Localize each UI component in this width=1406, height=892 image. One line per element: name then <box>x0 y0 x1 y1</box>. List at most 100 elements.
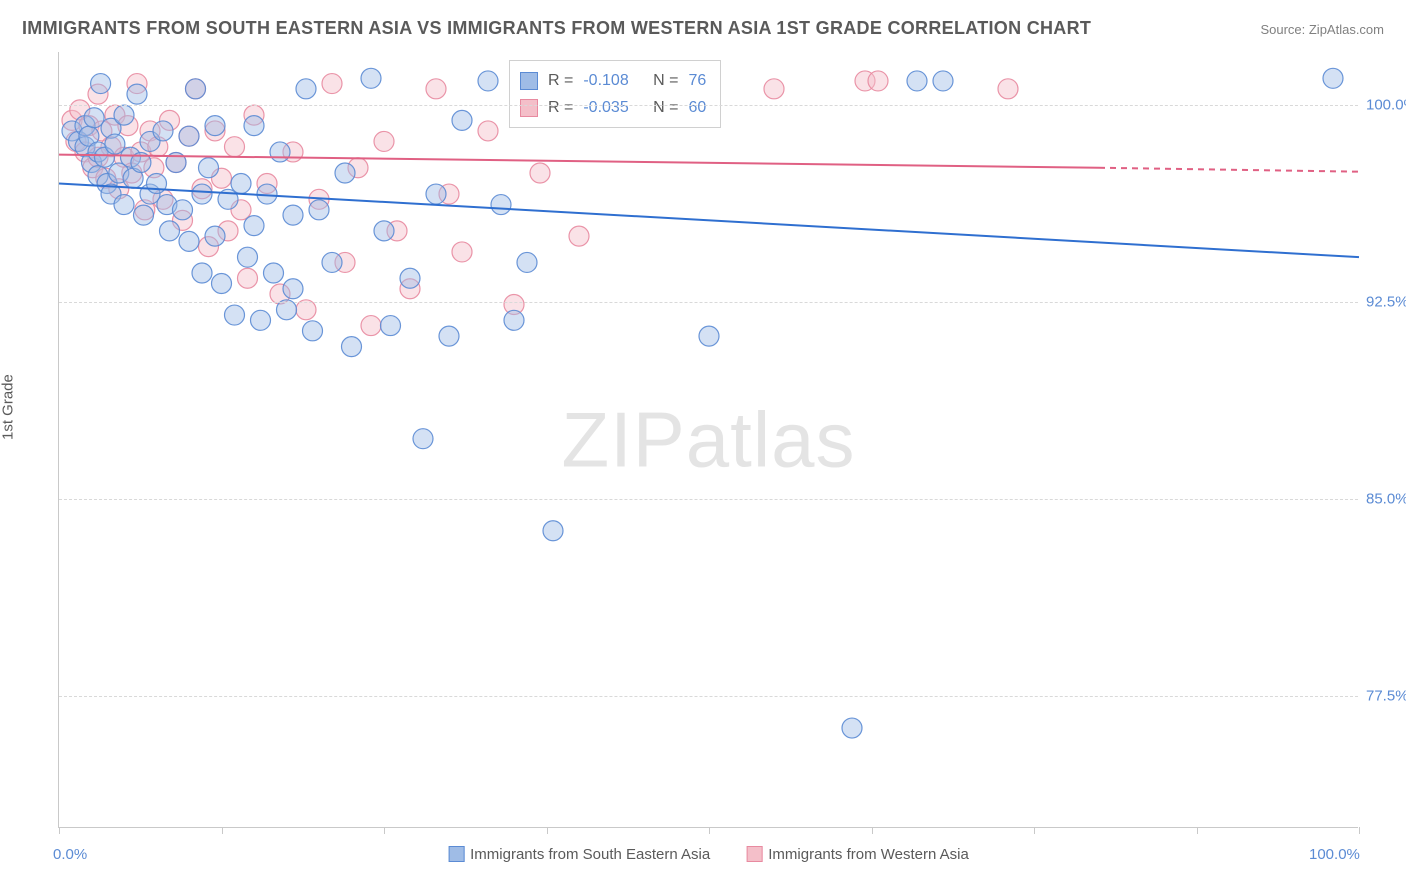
scatter-point <box>452 242 472 262</box>
scatter-point <box>147 174 167 194</box>
y-tick-label: 77.5% <box>1366 688 1406 705</box>
gridline-h <box>59 105 1358 106</box>
scatter-point <box>361 316 381 336</box>
scatter-point <box>212 273 232 293</box>
stats-legend-box: R = -0.108 N = 76 R = -0.035 N = 60 <box>509 60 721 128</box>
legend-bottom: Immigrants from South Eastern Asia Immig… <box>448 846 969 863</box>
scatter-point <box>907 71 927 91</box>
scatter-point <box>134 205 154 225</box>
scatter-point <box>439 326 459 346</box>
r-value-1: -0.108 <box>583 67 628 94</box>
scatter-point <box>478 121 498 141</box>
scatter-point <box>426 184 446 204</box>
scatter-point <box>342 337 362 357</box>
x-tick <box>1359 827 1360 834</box>
y-tick-label: 92.5% <box>1366 293 1406 310</box>
scatter-point <box>192 184 212 204</box>
stats-swatch-1 <box>520 72 538 90</box>
n-value-1: 76 <box>689 67 707 94</box>
scatter-point <box>413 429 433 449</box>
scatter-point <box>264 263 284 283</box>
legend-swatch-1 <box>448 846 464 862</box>
scatter-point <box>933 71 953 91</box>
stats-row-series2: R = -0.035 N = 60 <box>520 94 706 121</box>
scatter-point <box>322 252 342 272</box>
scatter-point <box>296 79 316 99</box>
y-axis-label: 1st Grade <box>0 374 17 440</box>
scatter-point <box>1323 68 1343 88</box>
scatter-point <box>764 79 784 99</box>
scatter-point <box>160 221 180 241</box>
source-prefix: Source: <box>1260 22 1308 37</box>
x-tick-label: 100.0% <box>1309 846 1360 863</box>
x-tick-label: 0.0% <box>53 846 87 863</box>
scatter-point <box>400 268 420 288</box>
x-tick <box>384 827 385 834</box>
n-label: N = <box>653 67 678 94</box>
scatter-point <box>478 71 498 91</box>
x-tick <box>59 827 60 834</box>
scatter-point <box>452 110 472 130</box>
scatter-point <box>504 310 524 330</box>
scatter-point <box>91 74 111 94</box>
scatter-point <box>322 74 342 94</box>
x-tick <box>709 827 710 834</box>
y-tick-label: 85.0% <box>1366 491 1406 508</box>
scatter-point <box>244 216 264 236</box>
scatter-point <box>251 310 271 330</box>
scatter-point <box>186 79 206 99</box>
scatter-point <box>543 521 563 541</box>
scatter-point <box>283 279 303 299</box>
source-attribution: Source: ZipAtlas.com <box>1260 22 1384 37</box>
plot-area: ZIPatlas R = -0.108 N = 76 R = -0.035 N … <box>58 52 1358 828</box>
scatter-point <box>842 718 862 738</box>
scatter-point <box>374 221 394 241</box>
r-value-2: -0.035 <box>583 94 628 121</box>
scatter-point <box>426 79 446 99</box>
scatter-point <box>517 252 537 272</box>
gridline-h <box>59 696 1358 697</box>
scatter-point <box>173 200 193 220</box>
scatter-point <box>238 247 258 267</box>
legend-item-2: Immigrants from Western Asia <box>746 846 969 863</box>
scatter-point <box>998 79 1018 99</box>
scatter-point <box>361 68 381 88</box>
scatter-point <box>238 268 258 288</box>
scatter-point <box>699 326 719 346</box>
x-tick <box>1197 827 1198 834</box>
r-label: R = <box>548 67 573 94</box>
source-link[interactable]: ZipAtlas.com <box>1309 22 1384 37</box>
chart-title: IMMIGRANTS FROM SOUTH EASTERN ASIA VS IM… <box>22 18 1091 39</box>
x-tick <box>872 827 873 834</box>
stats-row-series1: R = -0.108 N = 76 <box>520 67 706 94</box>
scatter-point <box>335 163 355 183</box>
scatter-point <box>205 226 225 246</box>
scatter-point <box>868 71 888 91</box>
y-tick-label: 100.0% <box>1366 96 1406 113</box>
scatter-point <box>374 131 394 151</box>
n-value-2: 60 <box>689 94 707 121</box>
scatter-point <box>381 316 401 336</box>
scatter-point <box>179 126 199 146</box>
legend-swatch-2 <box>746 846 762 862</box>
x-tick <box>1034 827 1035 834</box>
scatter-point <box>530 163 550 183</box>
x-tick <box>222 827 223 834</box>
scatter-point <box>309 200 329 220</box>
legend-item-1: Immigrants from South Eastern Asia <box>448 846 710 863</box>
regression-line-dashed <box>1099 168 1359 172</box>
r-label: R = <box>548 94 573 121</box>
scatter-point <box>569 226 589 246</box>
scatter-point <box>114 195 134 215</box>
scatter-point <box>127 84 147 104</box>
scatter-point <box>491 195 511 215</box>
n-label: N = <box>653 94 678 121</box>
scatter-point <box>114 105 134 125</box>
scatter-point <box>199 158 219 178</box>
scatter-point <box>283 205 303 225</box>
scatter-point <box>192 263 212 283</box>
chart-svg <box>59 52 1358 827</box>
gridline-h <box>59 302 1358 303</box>
scatter-point <box>153 121 173 141</box>
scatter-point <box>303 321 323 341</box>
